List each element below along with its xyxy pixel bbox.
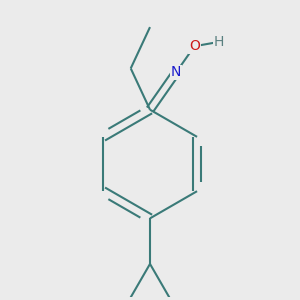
Text: N: N <box>171 65 181 80</box>
Text: H: H <box>214 35 224 49</box>
Text: O: O <box>189 39 200 53</box>
